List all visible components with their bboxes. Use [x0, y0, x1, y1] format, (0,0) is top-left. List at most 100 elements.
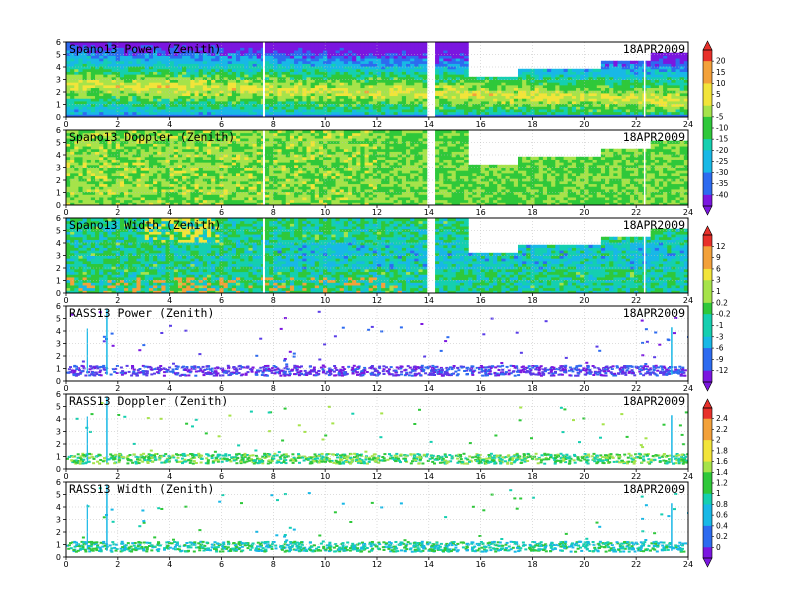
panel-title: RASS13 Power (Zenith)	[69, 306, 214, 320]
colorbar-tick-label: -1	[716, 321, 724, 330]
colorbar-tick-label: -35	[716, 179, 728, 188]
colorbar-tick-label: -10	[716, 124, 728, 133]
colorbar-tick-label: 1	[716, 287, 721, 296]
colorbar-tick-label: 9	[716, 253, 721, 262]
colorbar-tick-label: 0.2	[716, 298, 728, 307]
x-tick-label: 20	[579, 384, 589, 393]
colorbar-tick-label: 20	[716, 57, 726, 66]
x-tick-label: 24	[683, 560, 693, 569]
x-tick-label: 20	[579, 208, 589, 217]
x-tick-label: 16	[476, 384, 486, 393]
x-tick-label: 0	[63, 472, 68, 481]
x-tick-label: 22	[631, 560, 641, 569]
y-tick-label: 5	[56, 315, 61, 324]
colorbar-arrow-down	[702, 557, 713, 568]
x-tick-label: 14	[424, 384, 434, 393]
y-tick-label: 2	[56, 528, 61, 537]
x-tick-label: 2	[115, 560, 120, 569]
x-tick-label: 12	[372, 472, 382, 481]
panel-date: 18APR2009	[623, 482, 685, 496]
y-tick-label: 0	[56, 113, 61, 122]
y-tick-label: 1	[56, 365, 61, 374]
x-tick-label: 10	[320, 560, 330, 569]
y-tick-label: 1	[56, 189, 61, 198]
colorbar-tick-label: -30	[716, 168, 728, 177]
x-tick-label: 8	[271, 120, 276, 129]
colorbar: 12 9 6 3 1 0.2 -0.2 -1 -3 -6 -9 -12	[702, 225, 731, 392]
panel-data	[66, 218, 688, 293]
x-tick-label: 10	[320, 120, 330, 129]
x-tick-label: 18	[527, 384, 537, 393]
x-tick-label: 6	[219, 208, 224, 217]
y-tick-label: 3	[56, 76, 61, 85]
colorbar-tick-label: -25	[716, 157, 728, 166]
colorbar-tick-label: -20	[716, 146, 728, 155]
y-tick-label: 2	[56, 264, 61, 273]
x-tick-label: 0	[63, 120, 68, 129]
y-tick-label: 3	[56, 340, 61, 349]
x-tick-label: 2	[115, 120, 120, 129]
colorbar-tick-label: 1.2	[716, 479, 728, 488]
colorbar-tick-label: 2	[716, 436, 721, 445]
y-tick-label: 2	[56, 176, 61, 185]
panel-title: Spano13 Doppler (Zenith)	[69, 130, 235, 144]
colorbar-tick-label: 1	[716, 489, 721, 498]
x-tick-label: 10	[320, 472, 330, 481]
x-tick-label: 10	[320, 208, 330, 217]
x-tick-label: 0	[63, 384, 68, 393]
panel-data	[66, 42, 688, 117]
colorbar: 2.4 2.2 21.8 1.6 1.4 1.21 0.8 0.60.4 0.2 0	[702, 398, 728, 568]
y-tick-label: 0	[56, 465, 61, 474]
x-tick-label: 8	[271, 560, 276, 569]
colorbar-tick-label: -5	[716, 112, 724, 121]
x-tick-label: 16	[476, 208, 486, 217]
x-tick-label: 24	[683, 208, 693, 217]
x-tick-label: 16	[476, 560, 486, 569]
colorbar-tick-label: 0	[716, 543, 721, 552]
x-tick-label: 2	[115, 472, 120, 481]
y-tick-label: 0	[56, 377, 61, 386]
x-tick-label: 8	[271, 296, 276, 305]
y-tick-label: 6	[56, 302, 61, 311]
colorbar-tick-label: -9	[716, 355, 724, 364]
colorbar-tick-label: -40	[716, 190, 728, 199]
x-tick-label: 22	[631, 208, 641, 217]
colorbar-arrow-up	[702, 40, 713, 51]
y-tick-label: 4	[56, 327, 61, 336]
x-tick-label: 22	[631, 120, 641, 129]
y-tick-label: 2	[56, 88, 61, 97]
colorbar-tick-label: 3	[716, 276, 721, 285]
x-tick-label: 16	[476, 472, 486, 481]
y-tick-label: 6	[56, 478, 61, 487]
y-tick-label: 6	[56, 126, 61, 135]
x-tick-label: 14	[424, 472, 434, 481]
panel-title: Spano13 Power (Zenith)	[69, 42, 221, 56]
x-tick-label: 10	[320, 296, 330, 305]
colorbar-tick-label: 1.8	[716, 446, 728, 455]
y-tick-label: 2	[56, 440, 61, 449]
x-tick-label: 20	[579, 296, 589, 305]
x-tick-label: 8	[271, 472, 276, 481]
x-tick-label: 2	[115, 208, 120, 217]
x-tick-label: 24	[683, 384, 693, 393]
colorbar-tick-label: 5	[716, 90, 721, 99]
x-tick-label: 22	[631, 472, 641, 481]
colorbar-tick-label: 0.6	[716, 511, 728, 520]
x-tick-label: 8	[271, 208, 276, 217]
x-tick-label: 2	[115, 384, 120, 393]
x-tick-label: 18	[527, 472, 537, 481]
x-tick-label: 18	[527, 296, 537, 305]
x-tick-label: 4	[167, 472, 172, 481]
colorbar-tick-label: 10	[716, 79, 726, 88]
x-tick-label: 0	[63, 560, 68, 569]
colorbar: 20 15 10 5 0 -5 -10 -15 -20 -25 -30 -35 -40	[702, 40, 728, 216]
x-tick-label: 18	[527, 560, 537, 569]
y-tick-label: 3	[56, 516, 61, 525]
x-tick-label: 10	[320, 384, 330, 393]
y-tick-label: 0	[56, 201, 61, 210]
colorbar-arrow-down	[702, 381, 713, 392]
y-tick-label: 5	[56, 51, 61, 60]
panel-date: 18APR2009	[623, 42, 685, 56]
x-tick-label: 24	[683, 296, 693, 305]
